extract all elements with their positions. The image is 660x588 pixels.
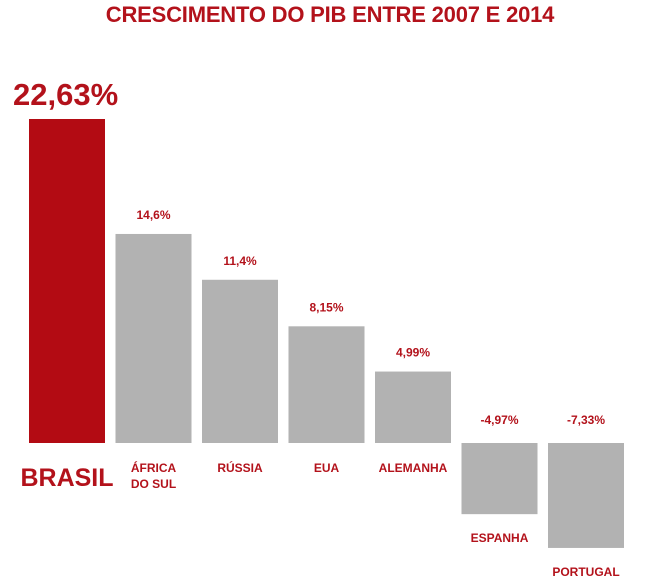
value-label-5: -4,97% (480, 413, 518, 427)
chart-title: CRESCIMENTO DO PIB ENTRE 2007 E 2014 (105, 2, 555, 27)
bar-3 (288, 326, 365, 443)
value-label-6: -7,33% (567, 413, 605, 427)
value-label-3: 8,15% (309, 300, 343, 314)
category-label-3: EUA (314, 461, 340, 475)
category-label-2: RÚSSIA (217, 460, 263, 475)
bar-6 (548, 443, 624, 548)
category-label-6: PORTUGAL (552, 565, 619, 579)
value-label-1: 14,6% (136, 208, 170, 222)
category-label-0: BRASIL (20, 464, 113, 492)
bar-4 (375, 371, 451, 443)
category-label-5: ESPANHA (471, 531, 529, 545)
bar-1 (115, 233, 192, 443)
category-label-4: ALEMANHA (379, 461, 448, 475)
value-label-0: 22,63% (13, 77, 118, 112)
category-label-1: ÁFRICA DO SUL (131, 460, 177, 491)
bar-2 (202, 279, 278, 443)
value-label-4: 4,99% (396, 346, 430, 360)
value-label-2: 11,4% (223, 254, 257, 268)
bar-5 (461, 443, 538, 515)
bar-0 (29, 119, 105, 443)
